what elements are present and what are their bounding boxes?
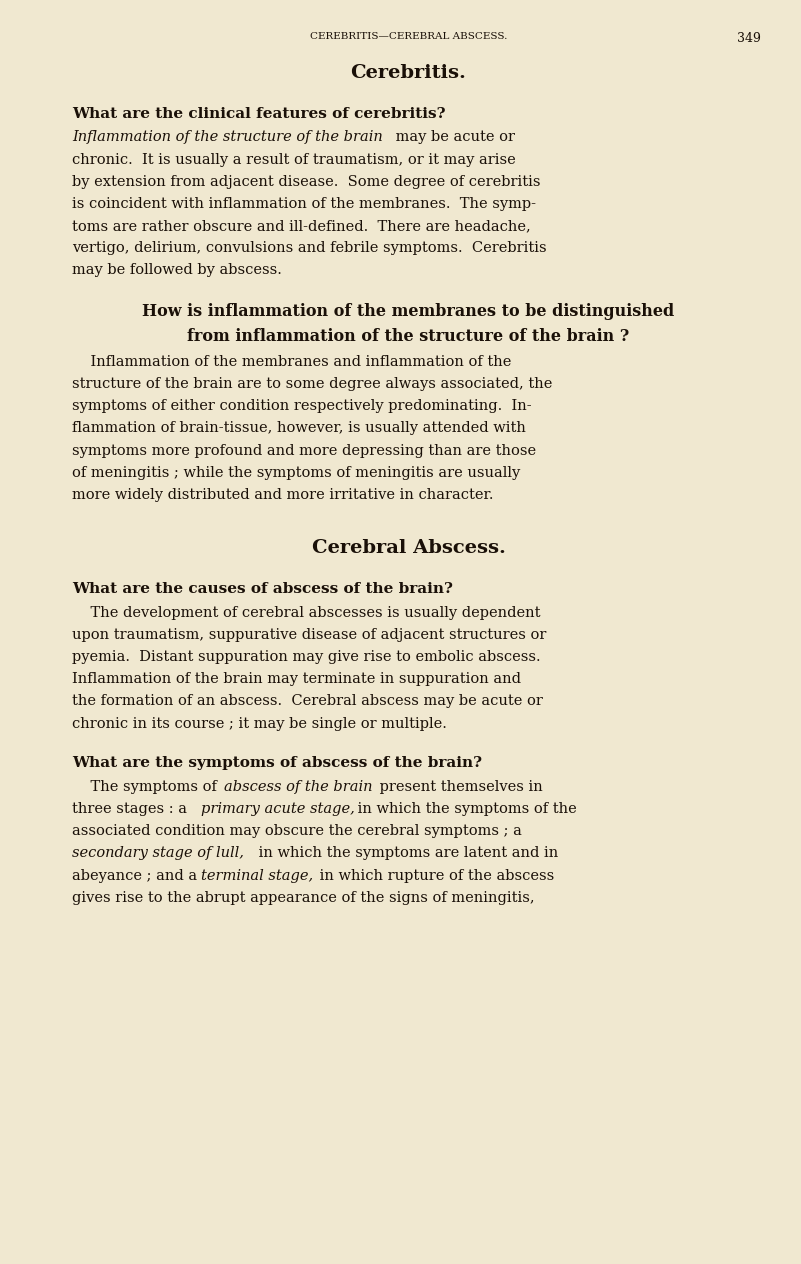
Text: Inflammation of the membranes and inflammation of the: Inflammation of the membranes and inflam…	[72, 355, 512, 369]
Text: from inflammation of the structure of the brain ?: from inflammation of the structure of th…	[187, 327, 630, 345]
Text: of meningitis ; while the symptoms of meningitis are usually: of meningitis ; while the symptoms of me…	[72, 465, 521, 480]
Text: 349: 349	[737, 32, 761, 44]
Text: upon traumatism, suppurative disease of adjacent structures or: upon traumatism, suppurative disease of …	[72, 628, 546, 642]
Text: may be followed by abscess.: may be followed by abscess.	[72, 263, 282, 277]
Text: gives rise to the abrupt appearance of the signs of meningitis,: gives rise to the abrupt appearance of t…	[72, 891, 535, 905]
Text: abscess of the brain: abscess of the brain	[223, 780, 372, 794]
Text: The symptoms of: The symptoms of	[72, 780, 222, 794]
Text: How is inflammation of the membranes to be distinguished: How is inflammation of the membranes to …	[143, 303, 674, 320]
Text: in which rupture of the abscess: in which rupture of the abscess	[315, 868, 554, 882]
Text: symptoms of either condition respectively predominating.  In-: symptoms of either condition respectivel…	[72, 399, 532, 413]
Text: chronic in its course ; it may be single or multiple.: chronic in its course ; it may be single…	[72, 717, 447, 731]
Text: secondary stage of lull,: secondary stage of lull,	[72, 847, 244, 861]
Text: What are the clinical features of cerebritis?: What are the clinical features of cerebr…	[72, 106, 445, 120]
Text: in which the symptoms are latent and in: in which the symptoms are latent and in	[254, 847, 558, 861]
Text: vertigo, delirium, convulsions and febrile symptoms.  Cerebritis: vertigo, delirium, convulsions and febri…	[72, 241, 547, 255]
Text: Inflammation of the brain may terminate in suppuration and: Inflammation of the brain may terminate …	[72, 672, 521, 686]
Text: flammation of brain-tissue, however, is usually attended with: flammation of brain-tissue, however, is …	[72, 421, 526, 435]
Text: Cerebral Abscess.: Cerebral Abscess.	[312, 540, 505, 557]
Text: What are the causes of abscess of the brain?: What are the causes of abscess of the br…	[72, 581, 453, 597]
Text: by extension from adjacent disease.  Some degree of cerebritis: by extension from adjacent disease. Some…	[72, 174, 541, 188]
Text: the formation of an abscess.  Cerebral abscess may be acute or: the formation of an abscess. Cerebral ab…	[72, 694, 543, 708]
Text: chronic.  It is usually a result of traumatism, or it may arise: chronic. It is usually a result of traum…	[72, 153, 516, 167]
Text: may be acute or: may be acute or	[391, 130, 514, 144]
Text: associated condition may obscure the cerebral symptoms ; a: associated condition may obscure the cer…	[72, 824, 522, 838]
Text: Inflammation of the structure of the brain: Inflammation of the structure of the bra…	[72, 130, 383, 144]
Text: CEREBRITIS—CEREBRAL ABSCESS.: CEREBRITIS—CEREBRAL ABSCESS.	[310, 32, 507, 40]
Text: primary acute stage,: primary acute stage,	[201, 803, 355, 817]
Text: Cerebritis.: Cerebritis.	[351, 64, 466, 82]
Text: symptoms more profound and more depressing than are those: symptoms more profound and more depressi…	[72, 444, 536, 458]
Text: The development of cerebral abscesses is usually dependent: The development of cerebral abscesses is…	[72, 605, 541, 619]
Text: is coincident with inflammation of the membranes.  The symp-: is coincident with inflammation of the m…	[72, 197, 536, 211]
Text: structure of the brain are to some degree always associated, the: structure of the brain are to some degre…	[72, 377, 553, 391]
Text: What are the symptoms of abscess of the brain?: What are the symptoms of abscess of the …	[72, 756, 482, 770]
Text: terminal stage,: terminal stage,	[201, 868, 313, 882]
Text: in which the symptoms of the: in which the symptoms of the	[352, 803, 577, 817]
Text: present themselves in: present themselves in	[376, 780, 543, 794]
Text: three stages : a: three stages : a	[72, 803, 191, 817]
Text: more widely distributed and more irritative in character.: more widely distributed and more irritat…	[72, 488, 493, 502]
Text: toms are rather obscure and ill-defined.  There are headache,: toms are rather obscure and ill-defined.…	[72, 219, 531, 233]
Text: abeyance ; and a: abeyance ; and a	[72, 868, 202, 882]
Text: pyemia.  Distant suppuration may give rise to embolic abscess.: pyemia. Distant suppuration may give ris…	[72, 650, 541, 664]
